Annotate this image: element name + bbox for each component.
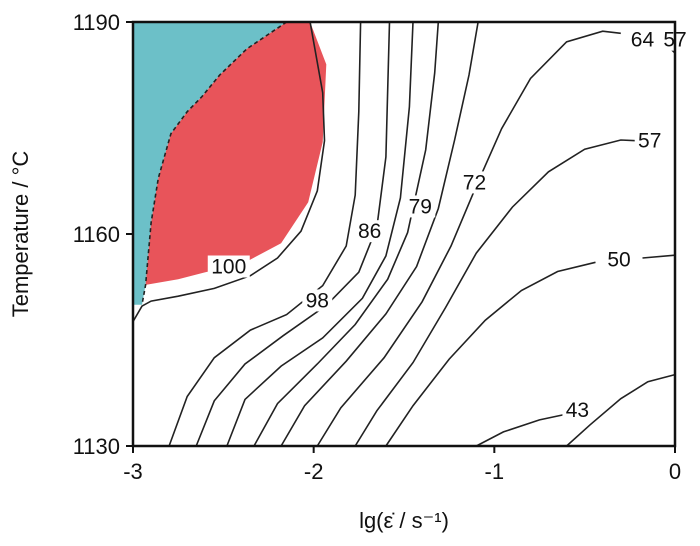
x-tick-label: -2 (304, 459, 324, 484)
contour-label-100: 100 (211, 256, 246, 279)
instability-boundary (141, 21, 288, 305)
contour-43 (475, 414, 564, 447)
region-efficiency_peak (145, 22, 327, 285)
x-tick-label: 0 (669, 459, 681, 484)
contour-label-bg (405, 195, 436, 218)
x-axis-title: lg(ε̇ / s⁻¹) (359, 508, 449, 533)
region-instability (133, 22, 287, 305)
contour-label-bg (634, 129, 665, 152)
contour-79 (280, 21, 479, 447)
contour-label-79: 79 (409, 195, 432, 218)
contour-86 (253, 21, 440, 447)
y-tick-label: 1130 (73, 434, 120, 459)
y-tick-label: 1160 (73, 222, 120, 247)
contour-label-72: 72 (463, 171, 486, 194)
map-regions (133, 21, 327, 305)
contour-label-bg (562, 398, 593, 421)
x-axis-ticks: -3 -2 -1 0 (123, 446, 681, 484)
contour-64 (354, 139, 652, 447)
contour-93 (226, 21, 414, 447)
contour-label-bg (603, 248, 634, 271)
contour-label-bg (459, 171, 490, 194)
contour-label-bg (627, 28, 658, 51)
contour-50 (642, 254, 676, 259)
contour-label-64: 64 (631, 29, 655, 52)
y-axis-title: Temperature / °C (8, 151, 33, 318)
contour-label-bg (207, 255, 250, 278)
contour-lines (132, 21, 676, 447)
x-tick-label: -1 (485, 459, 505, 484)
y-tick-label: 1190 (73, 10, 120, 35)
contour-100 (132, 21, 326, 323)
y-axis-ticks: 1130 1160 1190 (73, 10, 133, 459)
contour-label-bg (354, 220, 385, 243)
contour-label-86: 86 (358, 220, 381, 243)
contour-50 (385, 261, 596, 447)
contour-label-bg (302, 289, 333, 312)
contour-43 (566, 373, 676, 447)
contour-label-43: 43 (566, 399, 589, 422)
contour-label-57: 57 (638, 130, 661, 153)
x-tick-label: -3 (123, 459, 143, 484)
contour-label-98: 98 (306, 289, 329, 312)
contour-label-50: 50 (607, 248, 630, 271)
